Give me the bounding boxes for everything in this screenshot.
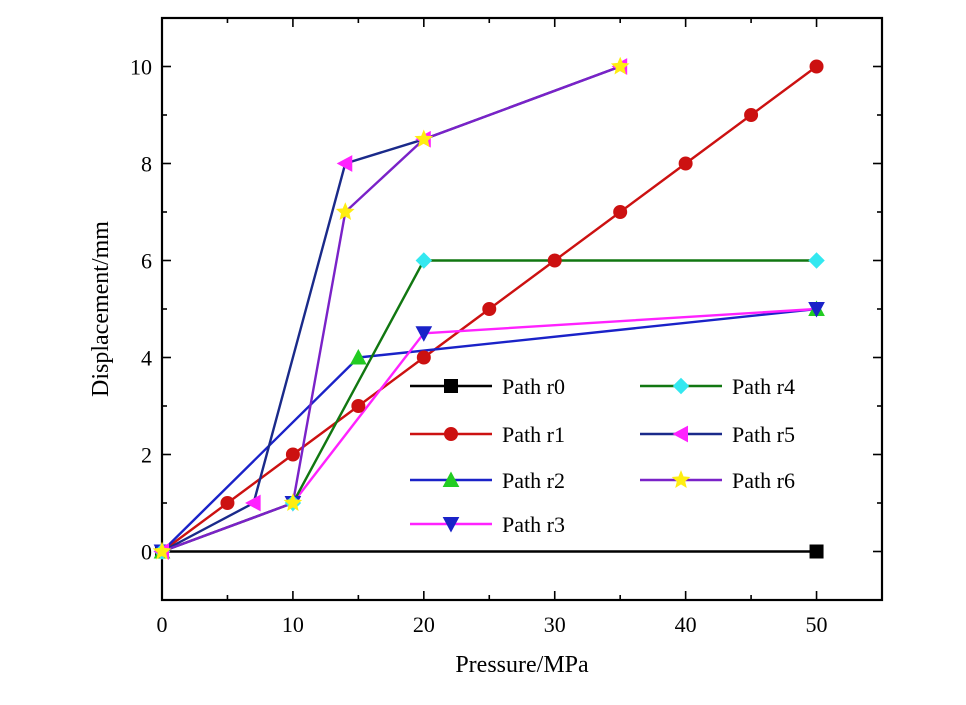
- legend-label: Path r5: [732, 422, 795, 447]
- legend-marker: [444, 379, 458, 393]
- legend-item: Path r6: [640, 468, 795, 493]
- legend-label: Path r1: [502, 422, 565, 447]
- legend-item: Path r0: [410, 374, 565, 399]
- data-point: [808, 252, 825, 269]
- data-point: [809, 59, 824, 74]
- legend-item: Path r2: [410, 468, 565, 493]
- data-point: [808, 302, 825, 318]
- data-point: [415, 252, 433, 269]
- y-tick-label: 6: [141, 249, 152, 274]
- legend-item: Path r4: [640, 374, 795, 399]
- x-tick-label: 30: [544, 612, 566, 637]
- data-point: [285, 447, 300, 462]
- legend-item: Path r1: [410, 422, 565, 447]
- x-tick-label: 20: [413, 612, 435, 637]
- legend-marker: [672, 425, 688, 443]
- legend-label: Path r0: [502, 374, 565, 399]
- data-point: [415, 326, 433, 342]
- data-point: [610, 56, 630, 75]
- y-tick-label: 10: [130, 55, 152, 80]
- x-tick-label: 10: [282, 612, 304, 637]
- legend-marker: [672, 377, 690, 395]
- legend-marker: [444, 427, 458, 441]
- data-point: [809, 544, 824, 559]
- legend-label: Path r4: [732, 374, 795, 399]
- data-point: [245, 494, 261, 512]
- x-axis-title: Pressure/MPa: [455, 652, 589, 678]
- data-point: [335, 202, 355, 220]
- legend-item: Path r5: [640, 422, 795, 447]
- legend-item: Path r3: [410, 512, 565, 537]
- data-point: [416, 350, 431, 365]
- data-point: [678, 156, 693, 171]
- legend-marker: [442, 517, 460, 533]
- data-point: [336, 155, 353, 172]
- x-tick-label: 40: [675, 612, 697, 637]
- data-point: [350, 348, 367, 365]
- data-point: [220, 496, 235, 510]
- axes: 0 10 20 30 40 50 0 2 4 6 8 10: [130, 16, 884, 637]
- data-point: [414, 129, 434, 148]
- y-tick-label: 8: [141, 152, 152, 177]
- legend-marker: [442, 471, 460, 487]
- legend-marker: [671, 470, 691, 488]
- y-tick-label: 0: [141, 540, 152, 565]
- x-tick-label: 0: [157, 612, 168, 637]
- data-point: [613, 205, 628, 219]
- legend-label: Path r2: [502, 468, 565, 493]
- series-markers: [152, 56, 825, 561]
- data-point: [351, 399, 366, 413]
- data-point: [744, 108, 759, 122]
- y-tick-label: 4: [141, 346, 152, 371]
- data-point: [482, 302, 497, 316]
- data-point: [152, 541, 172, 560]
- y-axis-title: Displacement/mm: [88, 221, 114, 397]
- legend-label: Path r6: [732, 468, 795, 493]
- y-tick-label: 2: [141, 443, 152, 468]
- legend: Path r0 Path r1 Path r2 Path r3 Path r4 Path …: [410, 374, 795, 537]
- legend-label: Path r3: [502, 512, 565, 537]
- data-point: [283, 493, 303, 511]
- x-tick-label: 50: [806, 612, 828, 637]
- data-point: [547, 253, 562, 268]
